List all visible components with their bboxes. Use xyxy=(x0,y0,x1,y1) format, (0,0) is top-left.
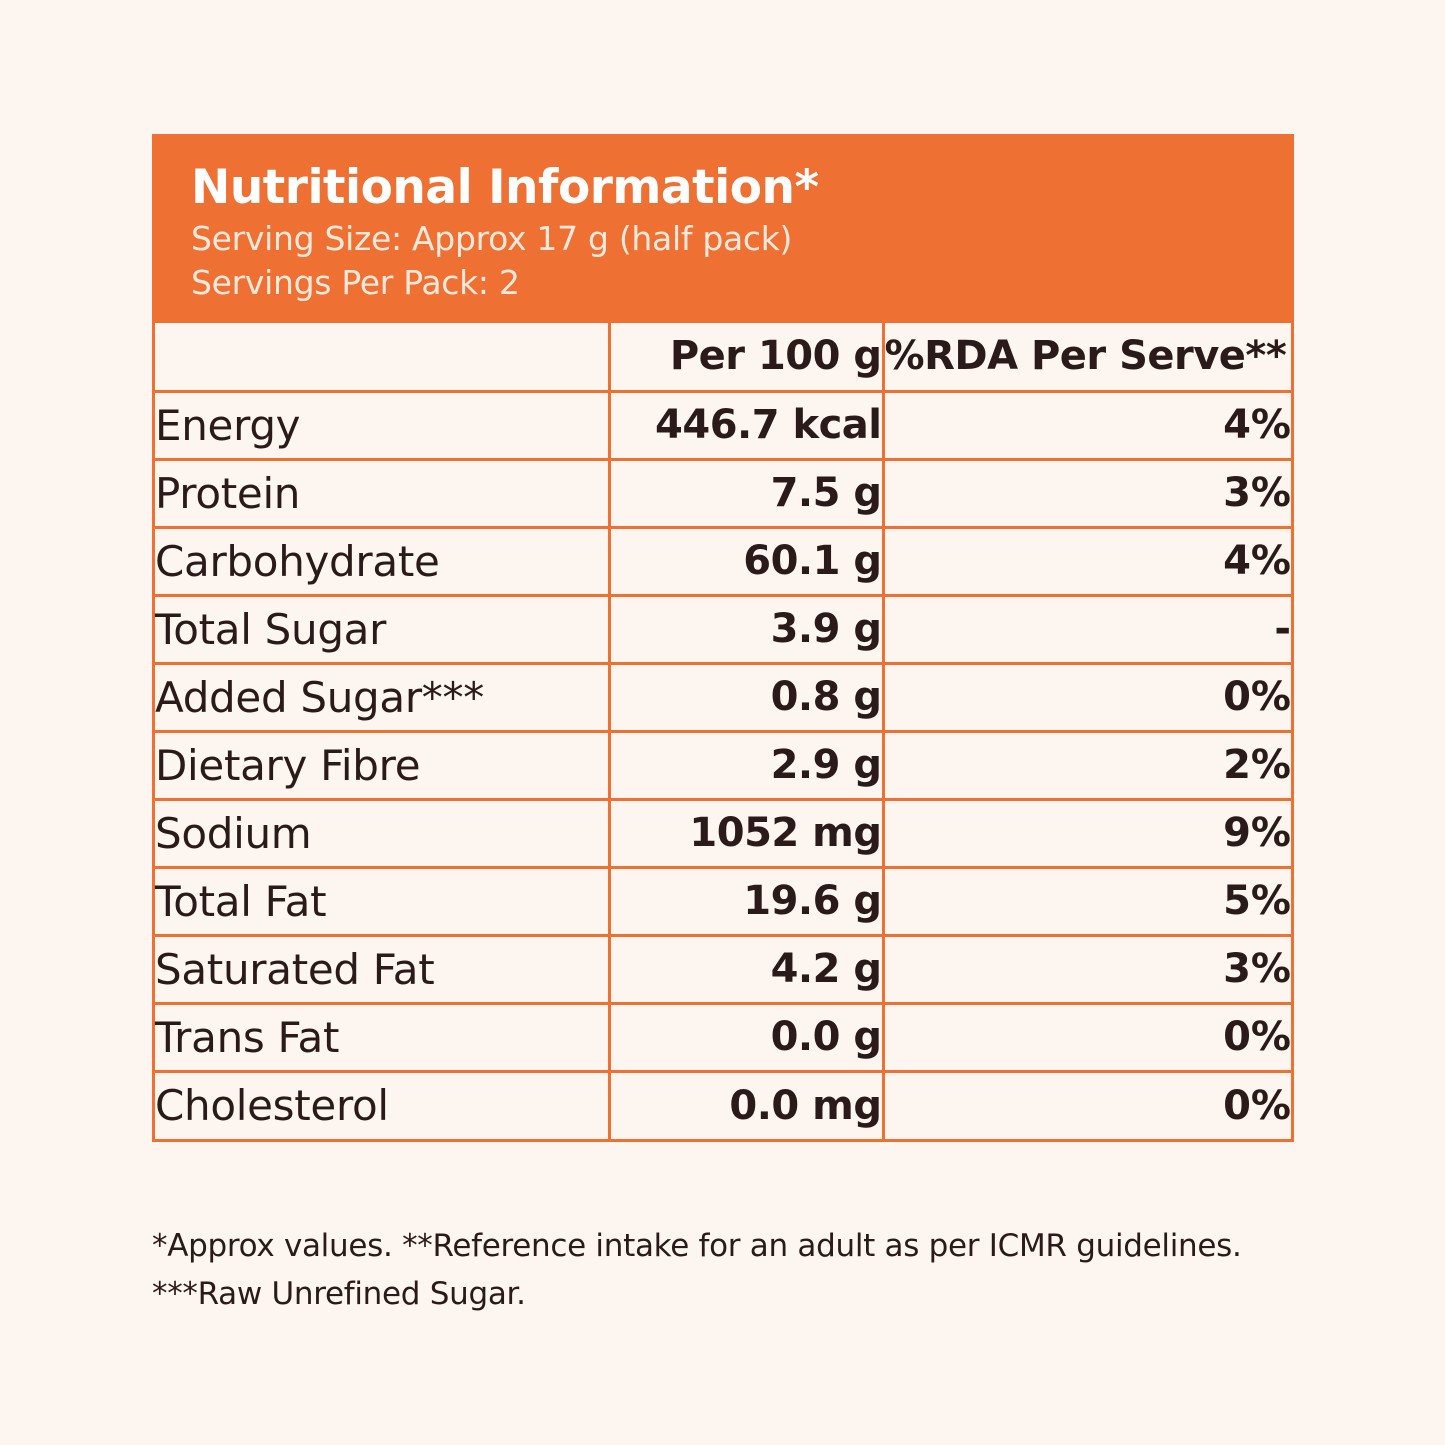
table-row: Dietary Fibre 2.9 g 2% xyxy=(155,729,1291,801)
nutrient-name: Trans Fat xyxy=(155,1001,611,1073)
per-100g-value: 2.9 g xyxy=(607,729,885,801)
table-row: Protein 7.5 g 3% xyxy=(155,457,1291,529)
per-100g-value: 1052 mg xyxy=(607,797,885,869)
nutrient-name: Total Fat xyxy=(155,865,611,937)
panel-header: Nutritional Information* Serving Size: A… xyxy=(155,137,1291,323)
rda-value: 0% xyxy=(881,1069,1291,1139)
nutrient-name: Saturated Fat xyxy=(155,933,611,1005)
nutrient-name: Energy xyxy=(155,389,611,461)
table-row: Carbohydrate 60.1 g 4% xyxy=(155,525,1291,597)
nutrition-table: Per 100 g %RDA Per Serve** Energy 446.7 … xyxy=(155,323,1291,1139)
table-row: Energy 446.7 kcal 4% xyxy=(155,389,1291,461)
servings-per-pack: Servings Per Pack: 2 xyxy=(191,263,520,302)
per-100g-value: 0.0 mg xyxy=(607,1069,885,1139)
column-header-nutrient xyxy=(155,323,611,393)
footnote-line-1: *Approx values. **Reference intake for a… xyxy=(152,1228,1242,1264)
per-100g-value: 7.5 g xyxy=(607,457,885,529)
rda-value: - xyxy=(881,593,1291,665)
per-100g-value: 19.6 g xyxy=(607,865,885,937)
table-row: Cholesterol 0.0 mg 0% xyxy=(155,1069,1291,1139)
per-100g-value: 446.7 kcal xyxy=(607,389,885,461)
table-row: Added Sugar*** 0.8 g 0% xyxy=(155,661,1291,733)
nutrient-name: Total Sugar xyxy=(155,593,611,665)
per-100g-value: 3.9 g xyxy=(607,593,885,665)
column-header-per-100g: Per 100 g xyxy=(607,323,885,393)
panel-title: Nutritional Information* xyxy=(191,160,819,215)
table-row: Total Sugar 3.9 g - xyxy=(155,593,1291,665)
table-row: Saturated Fat 4.2 g 3% xyxy=(155,933,1291,1005)
serving-size: Serving Size: Approx 17 g (half pack) xyxy=(191,219,793,258)
rda-value: 5% xyxy=(881,865,1291,937)
nutrient-name: Sodium xyxy=(155,797,611,869)
table-row: Trans Fat 0.0 g 0% xyxy=(155,1001,1291,1073)
rda-value: 3% xyxy=(881,457,1291,529)
per-100g-value: 0.0 g xyxy=(607,1001,885,1073)
rda-value: 9% xyxy=(881,797,1291,869)
per-100g-value: 60.1 g xyxy=(607,525,885,597)
table-header-row: Per 100 g %RDA Per Serve** xyxy=(155,323,1291,393)
nutrition-panel: Nutritional Information* Serving Size: A… xyxy=(152,134,1294,1142)
nutrient-name: Added Sugar*** xyxy=(155,661,611,733)
rda-value: 2% xyxy=(881,729,1291,801)
nutrient-name: Protein xyxy=(155,457,611,529)
per-100g-value: 0.8 g xyxy=(607,661,885,733)
rda-value: 0% xyxy=(881,661,1291,733)
rda-value: 3% xyxy=(881,933,1291,1005)
nutrient-name: Dietary Fibre xyxy=(155,729,611,801)
per-100g-value: 4.2 g xyxy=(607,933,885,1005)
footnotes: *Approx values. **Reference intake for a… xyxy=(152,1222,1352,1318)
rda-value: 4% xyxy=(881,525,1291,597)
rda-value: 4% xyxy=(881,389,1291,461)
nutrient-name: Cholesterol xyxy=(155,1069,611,1139)
footnote-line-2: ***Raw Unrefined Sugar. xyxy=(152,1276,526,1312)
column-header-rda: %RDA Per Serve** xyxy=(881,323,1291,393)
nutrient-name: Carbohydrate xyxy=(155,525,611,597)
rda-value: 0% xyxy=(881,1001,1291,1073)
table-row: Total Fat 19.6 g 5% xyxy=(155,865,1291,937)
table-row: Sodium 1052 mg 9% xyxy=(155,797,1291,869)
